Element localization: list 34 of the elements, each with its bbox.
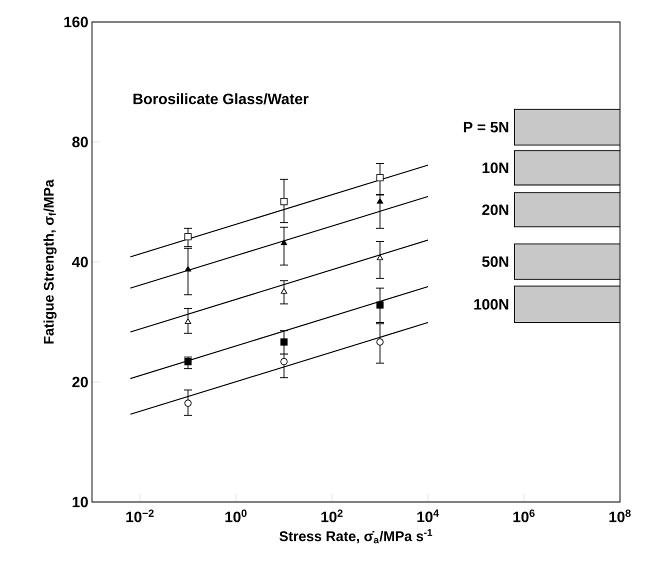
point: [376, 301, 384, 309]
point: [280, 198, 288, 206]
point: [184, 318, 192, 324]
x-tick-label: 10$^{−2}$: [126, 510, 154, 522]
point: [376, 254, 384, 260]
x-tick-label: 10$^{2}$: [321, 510, 343, 522]
y-axis-title: Fatigue Strength, σ$_{f}$/MPa: [43, 179, 57, 344]
point: [184, 400, 192, 407]
point: [184, 266, 192, 272]
point: [280, 288, 288, 294]
point: [184, 233, 192, 240]
point: [280, 240, 288, 246]
band-label: 20N: [482, 204, 508, 216]
x-tick-label: 10$^{6}$: [513, 510, 535, 522]
x-tick-label: 10$^{4}$: [417, 510, 439, 522]
point: [376, 198, 384, 204]
band-label: P = 5N: [464, 122, 508, 132]
band-label: 50N: [482, 256, 508, 267]
band-label: 10N: [482, 162, 508, 174]
point: [280, 338, 288, 346]
y-tick-label: 20: [72, 376, 88, 388]
y-tick-label: 80: [72, 136, 88, 148]
x-tick-label: 10$^{0}$: [225, 510, 247, 522]
y-tick-label: 160: [64, 16, 88, 28]
band-label: 100N: [474, 299, 508, 310]
x-axis-title: Stress Rate, σ̇$_{a}$/MPa s$^{-1}$: [279, 529, 432, 544]
x-tick-label: 10$^{8}$: [609, 510, 631, 522]
y-tick-label: 10: [72, 496, 88, 508]
point: [280, 358, 288, 366]
point: [184, 358, 192, 366]
y-tick-label: 40: [72, 256, 88, 268]
point: [376, 338, 384, 346]
point: [376, 174, 384, 182]
annotation: Borosilicate Glass/Water: [134, 93, 308, 104]
